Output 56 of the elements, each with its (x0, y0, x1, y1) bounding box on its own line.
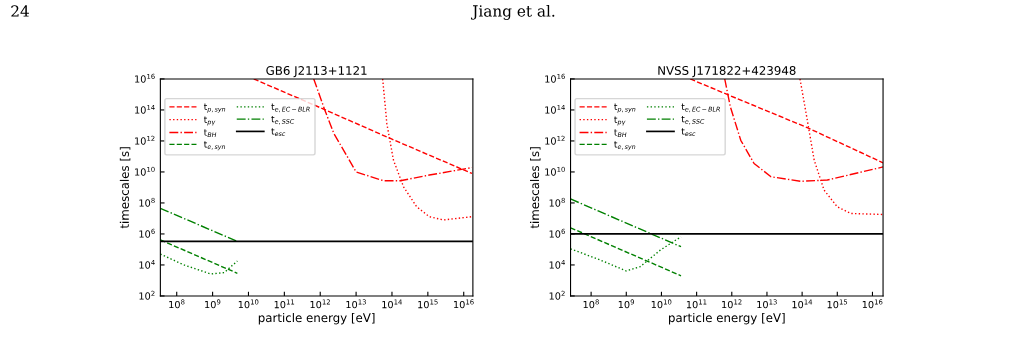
y-tick-label: 10$^{14}$ (135, 104, 155, 114)
y-tick-label: 10$^{14}$ (545, 104, 565, 114)
y-axis-title: timescales [s] (529, 147, 541, 229)
y-tick-label: 10$^{8}$ (549, 197, 565, 207)
x-tick-label: 10$^{9}$ (205, 299, 221, 309)
x-axis-title: particle energy [eV] (258, 312, 375, 325)
y-tick-label: 10$^{16}$ (545, 73, 565, 83)
legend-label: t$_{e,SSC}$ (271, 115, 295, 125)
y-tick-label: 10$^{2}$ (139, 290, 155, 300)
chart-title: GB6 J2113+1121 (266, 66, 367, 78)
y-tick-label: 10$^{12}$ (545, 135, 565, 145)
legend-label: t$_{BH}$ (203, 129, 217, 138)
x-tick-label: 10$^{16}$ (454, 299, 474, 309)
y-tick-label: 10$^{6}$ (139, 228, 155, 238)
legend-label: t$_{esc}$ (271, 128, 286, 137)
x-axis-title: particle energy [eV] (669, 312, 785, 325)
y-tick-label: 10$^{6}$ (549, 228, 565, 238)
legend-label: t$_{e,syn}$ (614, 141, 636, 151)
y-tick-label: 10$^{4}$ (139, 259, 155, 269)
y-tick-label: 10$^{2}$ (549, 290, 565, 300)
legend-label: t$_{p,syn}$ (614, 103, 636, 113)
x-tick-label: 10$^{14}$ (792, 299, 813, 309)
legend-label: t$_{esc}$ (681, 128, 696, 137)
legend-label: t$_{e,SSC}$ (681, 115, 705, 125)
y-tick-label: 10$^{10}$ (545, 166, 565, 176)
x-tick-label: 10$^{8}$ (169, 299, 185, 309)
legend-label: t$_{e,EC−BLR}$ (271, 103, 310, 113)
chart-title: NVSS J171822+423948 (658, 66, 796, 78)
y-tick-label: 10$^{10}$ (135, 166, 155, 176)
legend-label: t$_{pγ}$ (203, 116, 216, 126)
y-axis-title: timescales [s] (119, 147, 131, 229)
x-tick-label: 10$^{10}$ (238, 299, 259, 309)
x-tick-label: 10$^{16}$ (862, 299, 883, 309)
x-tick-label: 10$^{12}$ (310, 299, 330, 309)
x-tick-label: 10$^{12}$ (722, 299, 742, 309)
legend-label: t$_{e,EC−BLR}$ (681, 103, 720, 113)
x-tick-label: 10$^{15}$ (827, 299, 848, 309)
text: Jiang et al. (470, 4, 555, 20)
x-tick-label: 10$^{10}$ (651, 299, 672, 309)
y-tick-label: 10$^{16}$ (135, 73, 155, 83)
y-tick-label: 10$^{4}$ (549, 259, 565, 269)
legend-label: t$_{p,syn}$ (203, 103, 226, 113)
text: 24 (11, 5, 29, 17)
x-tick-label: 10$^{13}$ (757, 299, 777, 309)
legend-label: t$_{BH}$ (614, 129, 627, 138)
x-tick-label: 10$^{8}$ (583, 299, 599, 309)
y-tick-label: 10$^{12}$ (135, 135, 155, 145)
x-tick-label: 10$^{11}$ (686, 299, 707, 309)
x-tick-label: 10$^{15}$ (418, 299, 438, 309)
y-tick-label: 10$^{8}$ (139, 197, 155, 207)
x-tick-label: 10$^{9}$ (618, 299, 635, 309)
x-tick-label: 10$^{13}$ (346, 299, 366, 309)
legend-label: t$_{pγ}$ (614, 116, 626, 126)
legend-label: t$_{e,syn}$ (203, 141, 226, 151)
x-tick-label: 10$^{14}$ (382, 299, 402, 309)
x-tick-label: 10$^{11}$ (274, 299, 295, 309)
